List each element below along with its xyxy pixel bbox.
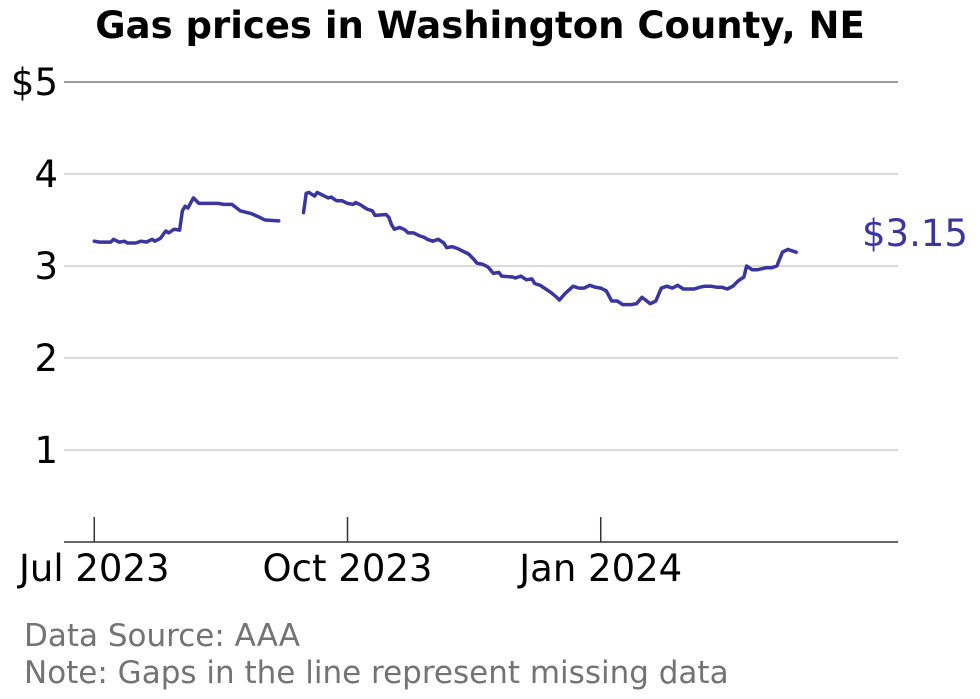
x-tick-label: Jul 2023 xyxy=(17,547,170,590)
y-axis: 1 2 3 4 $5 xyxy=(11,61,58,472)
x-tick-label: Jan 2024 xyxy=(517,547,682,590)
y-tick-label: 2 xyxy=(34,337,58,380)
y-tick-label: 1 xyxy=(34,429,58,472)
price-line-segment-2 xyxy=(301,190,798,307)
price-line-segment-1 xyxy=(92,196,281,245)
latest-price-label: $3.15 xyxy=(862,212,968,255)
price-series xyxy=(92,190,798,307)
missing-data-note: Note: Gaps in the line represent missing… xyxy=(24,655,729,691)
y-tick-label: $5 xyxy=(11,61,58,104)
data-source-note: Data Source: AAA xyxy=(24,618,300,654)
x-tick-label: Oct 2023 xyxy=(263,547,433,590)
chart-title: Gas prices in Washington County, NE xyxy=(95,4,865,47)
gridlines xyxy=(64,81,898,451)
y-tick-label: 3 xyxy=(34,245,58,288)
y-tick-label: 4 xyxy=(34,153,58,196)
x-axis: Jul 2023 Oct 2023 Jan 2024 xyxy=(17,517,682,590)
